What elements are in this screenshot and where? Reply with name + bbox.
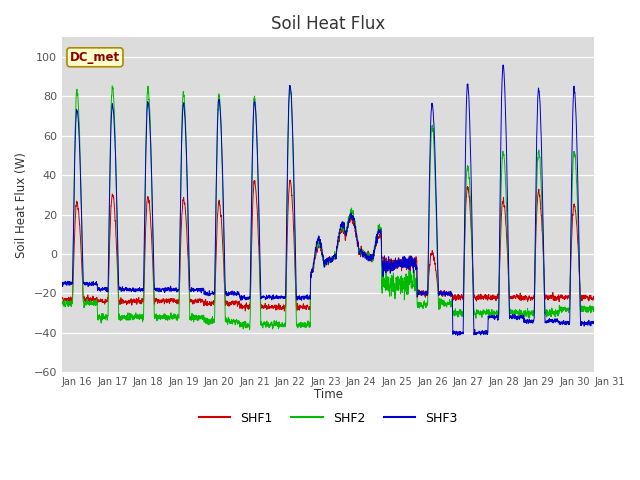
SHF3	[454, 333, 461, 338]
SHF1	[286, 177, 294, 183]
X-axis label: Time: Time	[314, 388, 342, 401]
SHF1	[280, 308, 288, 314]
SHF1	[590, 295, 598, 300]
SHF2	[590, 307, 598, 313]
Text: DC_met: DC_met	[70, 51, 120, 64]
SHF2	[478, 312, 486, 317]
SHF3	[447, 291, 455, 297]
SHF1	[419, 291, 426, 297]
Legend: SHF1, SHF2, SHF3: SHF1, SHF2, SHF3	[194, 407, 462, 430]
SHF1	[478, 296, 486, 301]
SHF3	[154, 286, 161, 291]
SHF3	[58, 279, 66, 285]
SHF2	[419, 303, 426, 309]
SHF3	[590, 321, 598, 326]
SHF1	[591, 295, 598, 300]
Title: Soil Heat Flux: Soil Heat Flux	[271, 15, 385, 33]
SHF2	[108, 83, 116, 89]
SHF3	[308, 266, 316, 272]
SHF1	[154, 300, 161, 306]
SHF2	[308, 268, 316, 274]
SHF3	[499, 62, 507, 68]
Line: SHF1: SHF1	[62, 180, 595, 311]
SHF3	[591, 321, 598, 327]
SHF1	[308, 267, 316, 273]
SHF2	[448, 300, 456, 306]
SHF2	[58, 300, 66, 306]
SHF2	[591, 307, 598, 313]
SHF3	[418, 291, 426, 297]
Line: SHF3: SHF3	[62, 65, 595, 336]
SHF1	[58, 296, 66, 301]
SHF3	[478, 328, 486, 334]
SHF2	[246, 327, 253, 333]
Y-axis label: Soil Heat Flux (W): Soil Heat Flux (W)	[15, 152, 28, 258]
SHF2	[154, 315, 161, 321]
SHF1	[448, 290, 456, 296]
Line: SHF2: SHF2	[62, 86, 595, 330]
